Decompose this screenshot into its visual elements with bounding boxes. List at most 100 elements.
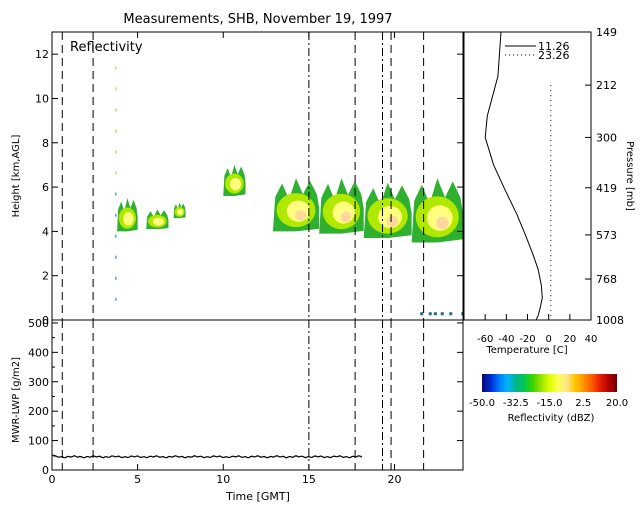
temperature-axis: -60 -40 -20 0 20 40 — [477, 314, 597, 345]
cloud-layer — [319, 178, 364, 234]
temperature-legend: 11.26 23.26 — [505, 40, 570, 62]
temperature-frame — [463, 31, 592, 321]
reflectivity-frame — [51, 31, 464, 321]
time-tick-label: 10 — [216, 473, 230, 486]
trace-dot — [115, 297, 117, 301]
time-tick-label: 0 — [49, 473, 56, 486]
colorbar-label: Reflectivity (dBZ) — [508, 413, 595, 424]
colorbar-tick-label: -50.0 — [469, 398, 495, 409]
cloud-peak — [436, 216, 449, 230]
temperature-panel: -60 -40 -20 0 20 40 149 212 300 419 573 768 1008 11… — [463, 26, 635, 356]
trace-dot — [115, 171, 117, 175]
trace-dot — [115, 87, 117, 91]
temperature-tick-label: -60 — [477, 334, 493, 345]
surface-echo — [433, 312, 437, 316]
trace-dot — [115, 234, 117, 238]
temperature-tick-label: 40 — [585, 334, 598, 345]
height-tick-label: 12 — [35, 48, 49, 61]
cloud-core — [229, 177, 242, 191]
lwp-tick-label: 300 — [28, 376, 49, 389]
cloud-peak — [340, 211, 352, 223]
cloud-layer — [272, 178, 320, 232]
trace-dot — [115, 66, 117, 70]
time-tick-label: 15 — [302, 473, 316, 486]
pressure-tick-label: 419 — [596, 182, 617, 195]
lwp-tick-label: 100 — [28, 435, 49, 448]
height-tick-label: 6 — [42, 181, 49, 194]
height-axis: 0 2 4 6 8 10 12 — [35, 32, 463, 327]
lwp-tick-label: 500 — [28, 317, 49, 330]
lwp-panel: 0 100 200 300 400 500 0 5 10 15 20 MWR-LWP [g/m2]… — [11, 317, 464, 503]
colorbar-tick-label: 2.5 — [575, 398, 591, 409]
pressure-tick-label: 1008 — [596, 314, 624, 327]
temperature-profile-line — [484, 31, 543, 321]
pressure-tick-label: 768 — [596, 273, 617, 286]
height-axis-label: Height [km,AGL] — [11, 135, 22, 218]
trace-dot — [115, 108, 117, 112]
trace-dot — [115, 213, 117, 217]
cloud-peak — [295, 210, 307, 221]
time-tick-label: 20 — [388, 473, 402, 486]
temperature-axis-label: Temperature [C] — [485, 345, 567, 356]
cloud-core — [123, 212, 134, 226]
cloud-peak — [386, 215, 399, 227]
cloud-layer — [363, 182, 412, 239]
cloud-layer — [173, 202, 186, 219]
colorbar: -50.0 -32.5 -15.0 2.5 20.0 Reflectivity (dBZ… — [469, 374, 628, 424]
trace-dot — [115, 192, 117, 196]
cloud-layer — [411, 178, 463, 243]
lwp-axis: 0 100 200 300 400 500 — [28, 317, 463, 477]
height-tick-label: 4 — [42, 225, 49, 238]
lwp-tick-label: 200 — [28, 405, 49, 418]
height-tick-label: 0 — [42, 314, 49, 327]
chart-title: Measurements, SHB, November 19, 1997 — [123, 12, 392, 27]
colorbar-tick-label: 20.0 — [606, 398, 628, 409]
surface-echo — [449, 312, 453, 316]
height-tick-label: 2 — [42, 270, 49, 283]
height-tick-label: 10 — [35, 92, 49, 105]
cloud-layer — [223, 164, 246, 196]
trace-dot — [115, 276, 117, 280]
time-axis-label: Time [GMT] — [225, 490, 290, 503]
lwp-frame — [51, 319, 464, 471]
lwp-tick-label: 0 — [42, 464, 49, 477]
legend-label-2: 23.26 — [538, 49, 570, 62]
lwp-line — [53, 455, 363, 459]
lwp-tick-label: 400 — [28, 346, 49, 359]
reflectivity-panel: Reflectivity 0 2 4 6 8 10 12 Height [km,AGL] — [11, 31, 465, 327]
temperature-tick-label: 0 — [545, 334, 551, 345]
pressure-tick-label: 149 — [596, 26, 617, 39]
pressure-axis-label: Pressure [mb] — [624, 141, 635, 211]
time-markers — [61, 32, 425, 320]
panel-label: Reflectivity — [70, 40, 143, 55]
pressure-tick-label: 573 — [596, 229, 617, 242]
trace-dot — [115, 129, 117, 133]
cloud-core — [177, 209, 184, 216]
surface-echo — [440, 312, 444, 316]
lwp-axis-label: MWR-LWP [g/m2] — [11, 357, 22, 443]
cloud-layers — [115, 66, 465, 316]
height-tick-label: 8 — [42, 137, 49, 150]
legend-label-1: 11.26 — [538, 40, 570, 53]
lwp-time-markers — [61, 320, 425, 470]
colorbar-gradient — [482, 374, 617, 392]
time-tick-label: 5 — [134, 473, 141, 486]
trace-dot — [115, 255, 117, 259]
pressure-tick-label: 300 — [596, 131, 617, 144]
trace-dot — [115, 150, 117, 154]
temperature-tick-label: 20 — [563, 334, 576, 345]
colorbar-tick-label: -32.5 — [503, 398, 529, 409]
temperature-tick-label: -40 — [498, 334, 514, 345]
colorbar-tick-label: -15.0 — [537, 398, 563, 409]
colorbar-ticks: -50.0 -32.5 -15.0 2.5 20.0 — [469, 398, 628, 409]
temperature-tick-label: -20 — [519, 334, 535, 345]
pressure-tick-label: 212 — [596, 79, 617, 92]
cloud-layer — [117, 198, 138, 232]
cloud-core — [152, 217, 164, 226]
cloud-layer — [146, 209, 169, 230]
surface-echo — [420, 312, 424, 316]
surface-echo — [428, 312, 432, 316]
time-axis: 0 5 10 15 20 — [49, 464, 402, 486]
pressure-axis: 149 212 300 419 573 768 1008 — [585, 26, 624, 327]
